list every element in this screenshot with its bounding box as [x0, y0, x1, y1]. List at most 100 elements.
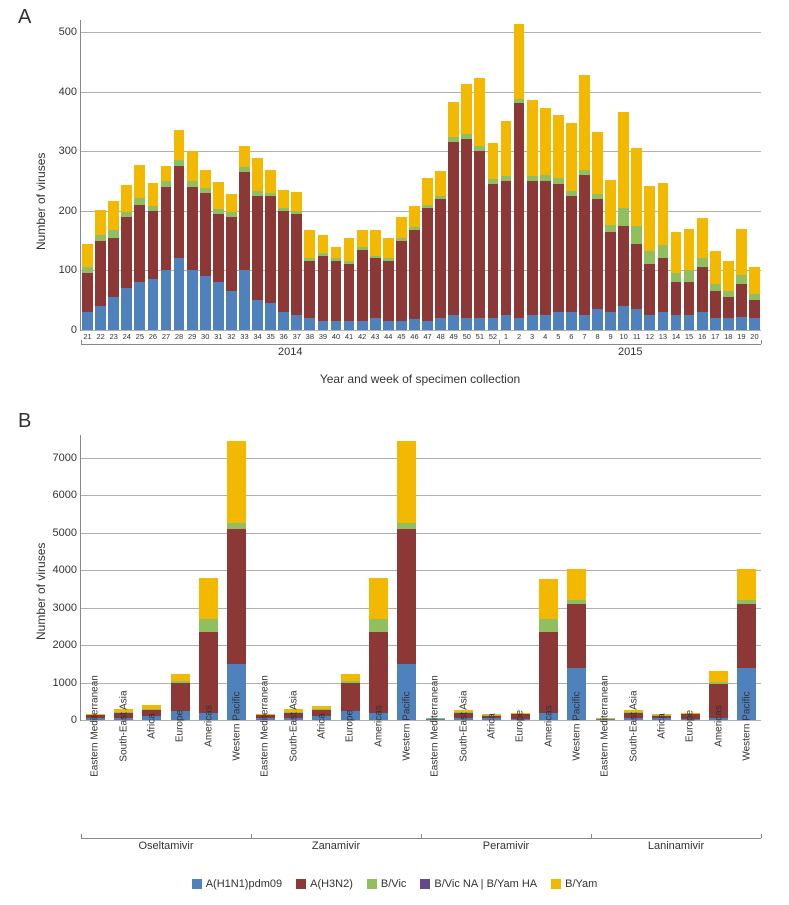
bar-segment — [448, 315, 459, 330]
bar-segment — [697, 258, 708, 267]
xgroup-label: Peramivir — [421, 840, 591, 852]
bar-stack — [369, 578, 388, 721]
xtick-label: South-East Asia — [628, 690, 639, 761]
xtick-label: 26 — [149, 330, 157, 341]
bar-segment — [331, 261, 342, 321]
xtick-label: 50 — [463, 330, 471, 341]
bar-stack — [397, 441, 416, 720]
xtick-label: 16 — [698, 330, 706, 341]
bar-stack — [82, 244, 93, 330]
xgroup-line — [81, 838, 251, 839]
bar-segment — [448, 142, 459, 315]
xtick-label: 25 — [136, 330, 144, 341]
xtick-label: Eastern Mediterranean — [90, 675, 101, 777]
bar-segment — [671, 315, 682, 330]
bar-segment — [488, 184, 499, 318]
bar-segment — [579, 175, 590, 315]
ytick-label: 4000 — [53, 564, 81, 576]
bar-stack — [736, 229, 747, 330]
bar-segment — [252, 300, 263, 330]
legend-swatch — [367, 879, 377, 889]
bar-segment — [684, 229, 695, 271]
xtick-label: Europe — [345, 710, 356, 742]
bar-segment — [644, 251, 655, 264]
xgroup-label: Zanamivir — [251, 840, 421, 852]
bar-segment — [553, 184, 564, 312]
bar-segment — [501, 181, 512, 315]
xtick-label: Africa — [486, 713, 497, 739]
bar-stack — [539, 579, 558, 720]
figure: A 01002003004005002122232425262728293031… — [0, 0, 789, 905]
bar-stack — [226, 194, 237, 330]
xtick-label: Africa — [146, 713, 157, 739]
bar-segment — [567, 569, 586, 600]
bar-segment — [723, 318, 734, 330]
bar-segment — [710, 251, 721, 284]
chart-b: 01000200030004000500060007000Eastern Med… — [80, 435, 761, 721]
bar-segment — [108, 201, 119, 231]
bar-segment — [461, 84, 472, 135]
xtick-label: Americas — [373, 705, 384, 747]
bar-stack — [435, 171, 446, 330]
xtick-label: Western Pacific — [741, 691, 752, 760]
bar-segment — [383, 261, 394, 321]
legend-item: B/Yam — [551, 878, 597, 890]
xtick-label: 27 — [162, 330, 170, 341]
bar-segment — [331, 247, 342, 259]
bar-stack — [227, 441, 246, 720]
bar-segment — [331, 321, 342, 330]
xtick-label: Americas — [713, 705, 724, 747]
bar-segment — [736, 317, 747, 330]
bar-segment — [514, 103, 525, 318]
bar-segment — [409, 319, 420, 330]
xtick-label: 8 — [595, 330, 599, 341]
bar-stack — [409, 206, 420, 330]
bar-segment — [618, 226, 629, 306]
bar-segment — [527, 181, 538, 315]
bar-segment — [199, 632, 218, 713]
bar-segment — [631, 309, 642, 330]
xtick-label: 34 — [253, 330, 261, 341]
bar-stack — [684, 229, 695, 330]
xgroup-tick — [421, 834, 422, 838]
xtick-label: Africa — [316, 713, 327, 739]
bar-stack — [396, 217, 407, 330]
ytick-label: 500 — [59, 26, 81, 38]
xtick-label: 31 — [214, 330, 222, 341]
bar-segment — [631, 244, 642, 310]
bar-segment — [658, 312, 669, 330]
bar-segment — [723, 261, 734, 291]
legend-item: B/Vic NA | B/Yam HA — [420, 878, 537, 890]
chart-b-ylabel: Number of viruses — [34, 543, 48, 640]
bar-segment — [357, 321, 368, 330]
gridline — [81, 645, 761, 646]
bar-stack — [618, 112, 629, 330]
bar-segment — [278, 190, 289, 208]
legend-item: A(H3N2) — [296, 878, 353, 890]
xtick-label: 37 — [293, 330, 301, 341]
xtick-label: 46 — [410, 330, 418, 341]
bar-segment — [540, 181, 551, 315]
bar-segment — [304, 261, 315, 318]
bar-segment — [134, 165, 145, 198]
bar-stack — [671, 232, 682, 330]
xtick-label: 10 — [620, 330, 628, 341]
bar-stack — [474, 78, 485, 330]
bar-segment — [265, 196, 276, 303]
bar-segment — [709, 671, 728, 682]
bar-segment — [357, 230, 368, 247]
xgroup-line — [81, 344, 499, 345]
chart-a-xlabel: Year and week of specimen collection — [80, 372, 760, 386]
bar-stack — [370, 230, 381, 330]
bar-segment — [95, 241, 106, 307]
ytick-label: 5000 — [53, 527, 81, 539]
bar-stack — [304, 230, 315, 330]
xtick-label: 41 — [345, 330, 353, 341]
xtick-label: 24 — [123, 330, 131, 341]
xgroup-tick — [499, 340, 500, 344]
bar-segment — [396, 217, 407, 238]
bar-segment — [658, 258, 669, 312]
xtick-label: 42 — [358, 330, 366, 341]
bar-segment — [605, 232, 616, 312]
bar-segment — [134, 198, 145, 205]
